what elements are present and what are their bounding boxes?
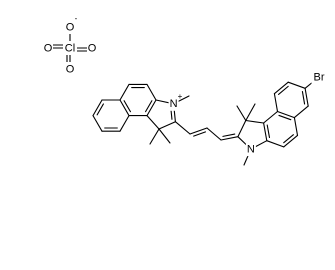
label-mask [245,142,256,157]
bond-inner [123,100,131,113]
label-mask [87,41,97,55]
chlorine-label: Cl [65,42,75,54]
bond [273,81,289,95]
bond [293,117,299,136]
nitrogen-label: N [170,98,178,110]
oxygen-label: O [44,42,53,54]
label-mask [65,20,75,34]
bond [119,83,130,101]
bond [146,83,157,101]
oxygen-label: O [66,63,75,75]
bond [266,140,285,148]
bond [263,122,268,142]
label-mask [311,70,327,84]
bond-inner [145,100,153,113]
bond-inner [193,131,207,137]
bond [220,136,239,141]
bond [92,99,103,117]
oxygen-label: O [88,42,97,54]
bond-inner [266,124,271,139]
label-mask [65,62,75,76]
oxygen-label: O [66,21,75,33]
bond [276,110,295,119]
bond-inner [222,133,236,137]
bond [287,81,306,89]
bond [206,127,222,141]
bond-inner [278,114,292,121]
charge-label: - [75,14,78,23]
bond [158,128,171,144]
bond-inner [283,134,294,144]
bond [283,134,299,148]
bond [146,115,160,130]
bond [119,115,130,132]
bond-inner [301,90,306,105]
bond [119,99,130,117]
bond [245,119,265,124]
charge-label: + [178,92,183,101]
bond [174,121,191,135]
bond [146,99,157,117]
label-mask [168,96,179,111]
bond [263,110,279,124]
label-mask [43,41,53,55]
bond [293,105,309,119]
bond [245,103,256,122]
bond [237,119,247,138]
nitrogen-label: N [247,144,255,156]
bond [236,105,247,122]
bond [273,93,279,113]
bond-inner [277,85,289,95]
label-mask [63,41,77,55]
bond-inner [96,103,104,116]
bromine-label: Br [314,71,325,83]
bond [158,121,176,130]
bond [149,128,160,145]
bond [92,115,103,132]
bond [189,127,208,135]
bond [304,87,309,107]
